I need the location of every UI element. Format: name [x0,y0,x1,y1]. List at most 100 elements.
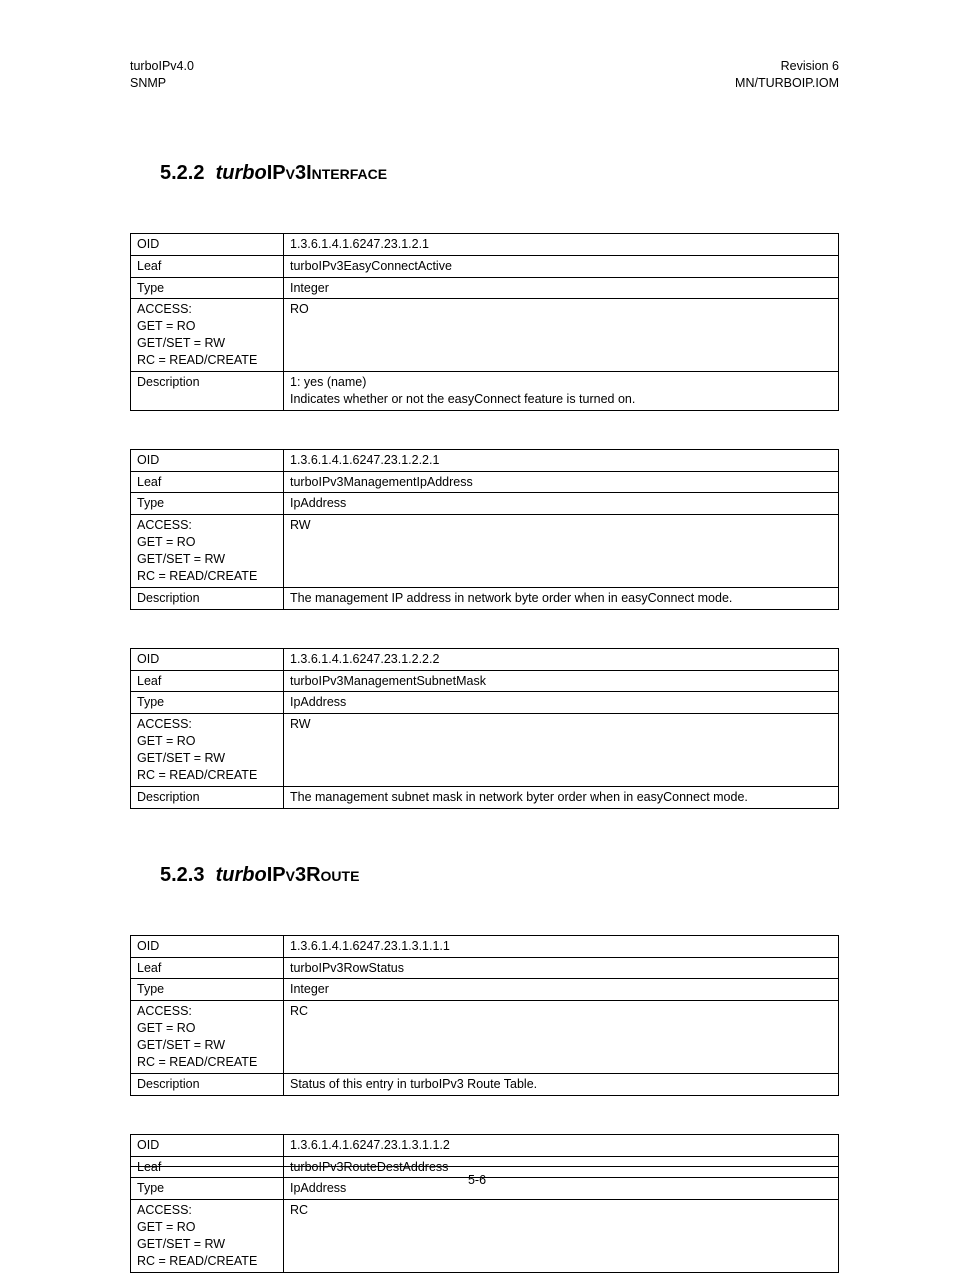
label-type: Type [131,277,284,299]
section-num: 5.2.2 [160,162,204,184]
table-row: Type IpAddress [131,692,839,714]
access-line2: GET = RO [137,733,277,750]
table-row: OID 1.3.6.1.4.1.6247.23.1.3.1.1.2 [131,1134,839,1156]
label-type: Type [131,493,284,515]
table-row: Type IpAddress [131,493,839,515]
table-row: OID 1.3.6.1.4.1.6247.23.1.2.2.1 [131,449,839,471]
section-rest1: IP [267,162,286,184]
label-leaf: Leaf [131,670,284,692]
table-row: Type Integer [131,979,839,1001]
table-row: Leaf turboIPv3ManagementSubnetMask [131,670,839,692]
table-row: Description 1: yes (name) Indicates whet… [131,371,839,410]
label-access: ACCESS: GET = RO GET/SET = RW RC = READ/… [131,1001,284,1074]
access-line4: RC = READ/CREATE [137,352,277,369]
document-page: turboIPv4.0 SNMP Revision 6 MN/TURBOIP.I… [0,0,954,1235]
value-oid: 1.3.6.1.4.1.6247.23.1.3.1.1.1 [284,935,839,957]
value-oid: 1.3.6.1.4.1.6247.23.1.3.1.1.2 [284,1134,839,1156]
table-row: ACCESS: GET = RO GET/SET = RW RC = READ/… [131,1200,839,1273]
header-left-line2: SNMP [130,75,194,92]
value-leaf: turboIPv3RowStatus [284,957,839,979]
value-type: IpAddress [284,692,839,714]
value-oid: 1.3.6.1.4.1.6247.23.1.2.2.2 [284,648,839,670]
table-row: Leaf turboIPv3RowStatus [131,957,839,979]
table-row: Leaf turboIPv3EasyConnectActive [131,255,839,277]
label-oid: OID [131,1134,284,1156]
label-access: ACCESS: GET = RO GET/SET = RW RC = READ/… [131,1200,284,1273]
section-rest1: IP [267,864,286,886]
table-row: Type Integer [131,277,839,299]
desc-line1: 1: yes (name) [290,374,832,391]
access-line3: GET/SET = RW [137,551,277,568]
label-description: Description [131,587,284,609]
value-leaf: turboIPv3ManagementIpAddress [284,471,839,493]
value-oid: 1.3.6.1.4.1.6247.23.1.2.2.1 [284,449,839,471]
section-heading-523: 5.2.3 turboIPv3Route [160,864,839,887]
label-leaf: Leaf [131,471,284,493]
section-sc1: v [286,864,295,886]
value-leaf: turboIPv3ManagementSubnetMask [284,670,839,692]
header-left-line1: turboIPv4.0 [130,58,194,75]
label-description: Description [131,371,284,410]
value-leaf: turboIPv3EasyConnectActive [284,255,839,277]
access-line3: GET/SET = RW [137,335,277,352]
access-line1: ACCESS: [137,517,277,534]
table-row: ACCESS: GET = RO GET/SET = RW RC = READ/… [131,515,839,588]
header-left: turboIPv4.0 SNMP [130,58,194,92]
access-line1: ACCESS: [137,1003,277,1020]
desc-line2: Indicates whether or not the easyConnect… [290,391,832,408]
label-access: ACCESS: GET = RO GET/SET = RW RC = READ/… [131,299,284,372]
access-line4: RC = READ/CREATE [137,1054,277,1071]
value-description: The management IP address in network byt… [284,587,839,609]
label-leaf: Leaf [131,255,284,277]
value-type: Integer [284,277,839,299]
value-description: The management subnet mask in network by… [284,786,839,808]
table-row: OID 1.3.6.1.4.1.6247.23.1.2.1 [131,233,839,255]
section-sc1: v [286,162,295,184]
label-access: ACCESS: GET = RO GET/SET = RW RC = READ/… [131,515,284,588]
table-row: ACCESS: GET = RO GET/SET = RW RC = READ/… [131,1001,839,1074]
value-access: RC [284,1200,839,1273]
table-row: Leaf turboIPv3ManagementIpAddress [131,471,839,493]
mib-table-1: OID 1.3.6.1.4.1.6247.23.1.2.1 Leaf turbo… [130,233,839,411]
mib-table-3: OID 1.3.6.1.4.1.6247.23.1.2.2.2 Leaf tur… [130,648,839,809]
access-line4: RC = READ/CREATE [137,767,277,784]
label-oid: OID [131,648,284,670]
section-turbo: turbo [216,162,267,184]
value-type: Integer [284,979,839,1001]
table-row: OID 1.3.6.1.4.1.6247.23.1.3.1.1.1 [131,935,839,957]
label-description: Description [131,786,284,808]
access-line3: GET/SET = RW [137,1037,277,1054]
label-leaf: Leaf [131,957,284,979]
access-line1: ACCESS: [137,716,277,733]
table-row: ACCESS: GET = RO GET/SET = RW RC = READ/… [131,299,839,372]
header-right: Revision 6 MN/TURBOIP.IOM [735,58,839,92]
header-right-line2: MN/TURBOIP.IOM [735,75,839,92]
label-type: Type [131,979,284,1001]
table-row: Description The management subnet mask i… [131,786,839,808]
mib-table-4: OID 1.3.6.1.4.1.6247.23.1.3.1.1.1 Leaf t… [130,935,839,1096]
table-row: Description Status of this entry in turb… [131,1073,839,1095]
access-line4: RC = READ/CREATE [137,1253,277,1270]
access-line1: ACCESS: [137,1202,277,1219]
mib-table-5: OID 1.3.6.1.4.1.6247.23.1.3.1.1.2 Leaf t… [130,1134,839,1273]
value-oid: 1.3.6.1.4.1.6247.23.1.2.1 [284,233,839,255]
access-line2: GET = RO [137,1020,277,1037]
section-turbo: turbo [216,864,267,886]
access-line2: GET = RO [137,534,277,551]
access-line4: RC = READ/CREATE [137,568,277,585]
value-description: Status of this entry in turboIPv3 Route … [284,1073,839,1095]
value-type: IpAddress [284,493,839,515]
section-heading-522: 5.2.2 turboIPv3Interface [160,162,839,185]
page-header: turboIPv4.0 SNMP Revision 6 MN/TURBOIP.I… [130,58,839,92]
label-access: ACCESS: GET = RO GET/SET = RW RC = READ/… [131,714,284,787]
access-line2: GET = RO [137,1219,277,1236]
label-oid: OID [131,449,284,471]
section-rest2: 3I [295,162,312,184]
section-num: 5.2.3 [160,864,204,886]
header-right-line1: Revision 6 [735,58,839,75]
label-description: Description [131,1073,284,1095]
label-oid: OID [131,935,284,957]
access-line3: GET/SET = RW [137,750,277,767]
table-row: ACCESS: GET = RO GET/SET = RW RC = READ/… [131,714,839,787]
value-description: 1: yes (name) Indicates whether or not t… [284,371,839,410]
